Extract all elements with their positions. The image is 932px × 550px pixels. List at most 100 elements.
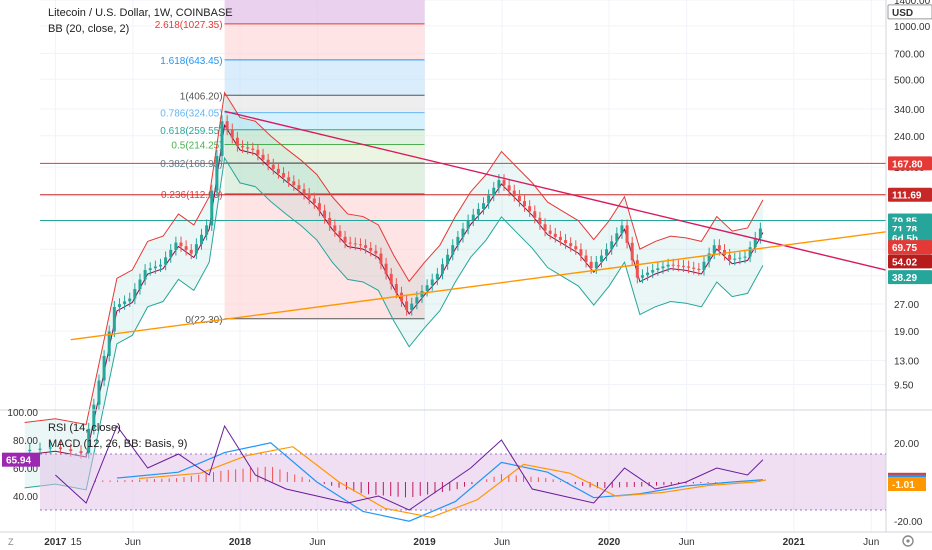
candle-body [312, 198, 316, 204]
price-axis-tick: 27.00 [894, 300, 919, 311]
candle-body [687, 266, 691, 268]
candle-body [758, 228, 762, 238]
candle-body [292, 181, 296, 186]
trendline [224, 110, 887, 271]
candle-body [384, 263, 388, 274]
candle-body [287, 177, 291, 182]
candle-body [533, 211, 537, 218]
price-axis-tick: 500.00 [894, 75, 925, 86]
candle-body [79, 451, 83, 454]
candle-body [702, 261, 706, 271]
candle-body [369, 247, 373, 251]
time-axis-tick: Jun [494, 537, 510, 548]
candle-body [179, 242, 183, 247]
fib-level-label: 0(22.30) [185, 315, 222, 326]
candle-body [507, 185, 511, 191]
settings-icon[interactable] [902, 535, 914, 547]
candle-body [430, 279, 434, 286]
candle-body [625, 225, 629, 243]
macd-axis-tick: 20.00 [894, 439, 919, 450]
candle-body [620, 225, 624, 234]
candle-body [476, 208, 480, 215]
fib-zone [224, 112, 425, 130]
candle-body [184, 246, 188, 250]
candle-body [143, 270, 147, 280]
candle-body [164, 257, 168, 265]
candle-body [440, 264, 444, 274]
time-axis-tick: 2017 [44, 537, 67, 548]
candle-body [358, 244, 362, 246]
candle-body [59, 447, 63, 450]
candle-body [410, 303, 414, 310]
candle-body [405, 301, 409, 310]
candle-body [158, 264, 162, 267]
time-axis-tick: 2018 [229, 537, 252, 548]
time-axis-tick: Jun [679, 537, 695, 548]
candle-body [102, 356, 106, 381]
fib-zone [224, 0, 425, 24]
candle-body [574, 246, 578, 250]
oscillator-badge [888, 476, 926, 491]
price-badge [888, 270, 932, 285]
price-axis-tick: 9.50 [894, 380, 914, 391]
chart-title: Litecoin / U.S. Dollar, 1W, COINBASE [48, 7, 233, 19]
trendline [70, 231, 887, 341]
candle-body [446, 254, 450, 265]
candle-body [266, 159, 270, 165]
fib-level-label: 0.5(214.25) [171, 141, 222, 152]
candle-body [97, 380, 101, 405]
candle-body [230, 129, 234, 138]
candle-body [251, 148, 255, 150]
candle-body [722, 250, 726, 255]
candle-body [302, 189, 306, 194]
candle-body [323, 210, 327, 218]
candle-body [681, 265, 685, 267]
macd-legend[interactable]: MACD (12, 26, BB: Basis, 9) [48, 438, 188, 450]
candle-body [487, 195, 491, 204]
fib-zone [224, 59, 425, 96]
candle-body [471, 214, 475, 221]
candle-body [482, 203, 486, 209]
zoom-toggle[interactable]: Z [8, 537, 14, 547]
rsi-band [40, 454, 886, 510]
candle-body [461, 228, 465, 237]
price-axis-tick: 700.00 [894, 49, 925, 60]
price-axis-tick: 240.00 [894, 132, 925, 143]
fib-level-label: 1.618(643.45) [160, 56, 222, 67]
candle-body [497, 180, 501, 188]
candle-body [717, 245, 721, 251]
rsi-legend[interactable]: RSI (14, close) [48, 422, 121, 434]
settings-icon-hub [906, 539, 910, 543]
candle-body [589, 261, 593, 269]
macd-signal-line [139, 446, 767, 518]
bollinger-basis-line [24, 123, 764, 458]
candle-body [579, 249, 583, 256]
bollinger-band-fill [24, 92, 763, 490]
time-axis-tick: 2019 [413, 537, 436, 548]
candle-body [189, 249, 193, 254]
candle-body [353, 243, 357, 245]
candle-body [528, 206, 532, 212]
candle-body [610, 241, 614, 250]
candle-body [558, 236, 562, 241]
price-badge [887, 4, 932, 20]
candle-body [123, 301, 127, 305]
oscillator-badge [2, 452, 40, 467]
price-badge-label: 167.80 [892, 159, 923, 170]
candle-body [69, 449, 73, 452]
candle-body [205, 225, 209, 235]
candle-body [635, 260, 639, 278]
candle-body [553, 233, 557, 237]
bollinger-bands-legend[interactable]: BB (20, close, 2) [48, 23, 130, 35]
price-badge [888, 156, 932, 171]
candle-body [425, 285, 429, 291]
settings-icon-ring [902, 535, 914, 547]
candle-body [671, 264, 675, 266]
candle-body [543, 224, 547, 231]
candle-body [92, 404, 96, 429]
candle-body [435, 273, 439, 280]
candle-body [492, 187, 496, 196]
candle-body [697, 268, 701, 271]
candle-body [712, 245, 716, 254]
